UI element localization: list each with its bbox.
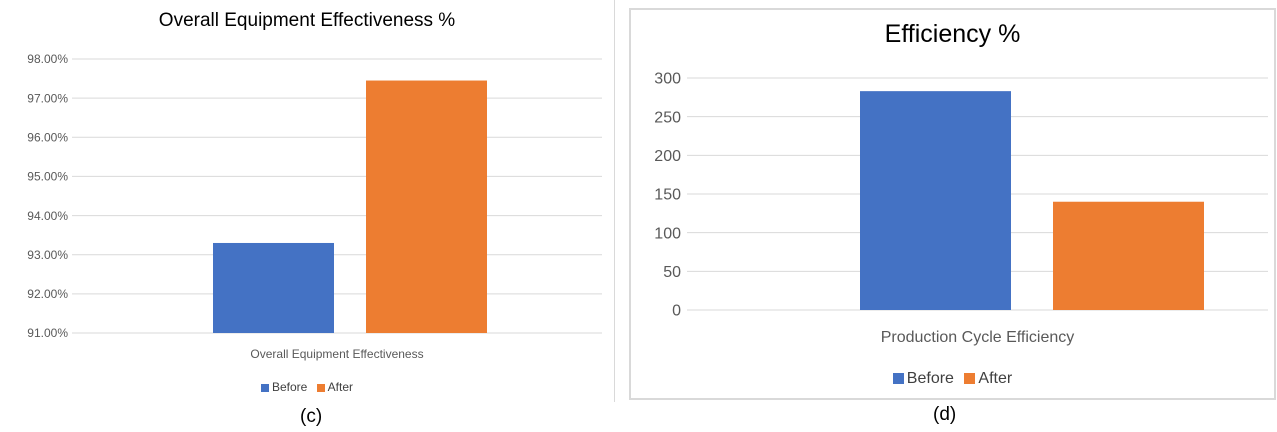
legend-swatch-after [964, 373, 976, 385]
chart-oee: Overall Equipment Effectiveness % 91.00%… [0, 0, 615, 402]
y-tick-label: 96.00% [27, 130, 68, 144]
y-tick-label: 0 [672, 303, 681, 320]
y-tick-label: 300 [654, 71, 681, 88]
chart-efficiency: Efficiency % 0 50 100 150 200 250 300 Productio… [629, 8, 1276, 400]
legend-item-before: Before [260, 380, 308, 394]
chart-plot-oee: 91.00% 92.00% 93.00% 94.00% 95.00% 96.00% 97.0… [27, 52, 602, 361]
legend-swatch-before [892, 373, 904, 385]
legend-label: Before [271, 380, 308, 394]
y-tick-label: 100 [654, 225, 681, 242]
y-tick-label: 50 [663, 264, 681, 281]
y-tick-label: 200 [654, 148, 681, 165]
legend-label: Before [906, 370, 954, 387]
bar-before [860, 91, 1011, 310]
y-tick-label: 95.00% [27, 170, 68, 184]
legend-label: After [978, 370, 1013, 387]
chart-legend: Before After [0, 380, 614, 394]
x-category-label: Overall Equipment Effectiveness [250, 347, 423, 361]
y-tick-label: 93.00% [27, 248, 68, 262]
y-tick-label: 98.00% [27, 52, 68, 66]
y-tick-label: 150 [654, 187, 681, 204]
y-tick-label: 91.00% [27, 326, 68, 340]
bar-after [1053, 201, 1204, 310]
y-tick-label: 250 [654, 109, 681, 126]
legend-label: After [327, 380, 354, 394]
legend-item-after: After [316, 380, 354, 394]
legend-item-before: Before [892, 370, 954, 388]
y-tick-label: 92.00% [27, 287, 68, 301]
figure-caption-c: (c) [300, 406, 323, 427]
chart-plot-efficiency: 0 50 100 150 200 250 300 Production Cycle Effic… [654, 71, 1268, 346]
chart-title: Efficiency % [884, 20, 1021, 48]
chart-legend: Before After [631, 370, 1274, 388]
chart-title: Overall Equipment Effectiveness % [158, 10, 456, 31]
bar-after [366, 80, 487, 334]
x-category-label: Production Cycle Efficiency [881, 329, 1075, 346]
figure-caption-d: (d) [933, 404, 957, 425]
legend-swatch-before [260, 383, 269, 392]
legend-swatch-after [316, 383, 325, 392]
y-tick-label: 94.00% [27, 209, 68, 223]
bar-before [213, 242, 334, 333]
y-tick-label: 97.00% [27, 91, 68, 105]
legend-item-after: After [964, 370, 1012, 388]
